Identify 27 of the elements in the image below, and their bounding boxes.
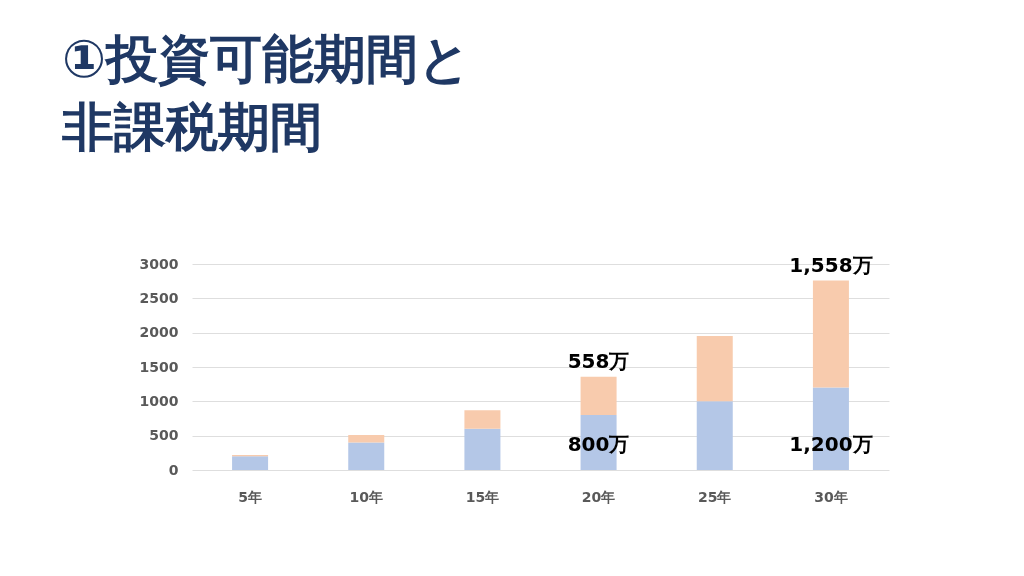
- x-tick-label: 20年: [581, 488, 616, 505]
- x-tick-label: 10年: [349, 488, 383, 505]
- chart-title: ①投資可能期間と非課税期間: [61, 28, 472, 157]
- bar: [348, 442, 385, 470]
- data-label: 1,200万: [789, 432, 873, 456]
- data-label: 800万: [567, 432, 630, 456]
- x-tick-label: 30年: [814, 488, 848, 505]
- y-tick-label: 1000: [139, 392, 179, 409]
- bar: [232, 456, 269, 470]
- x-tick-label: 25年: [698, 488, 732, 505]
- bar: [696, 401, 733, 470]
- y-tick-label: 500: [149, 427, 179, 444]
- bar: [464, 428, 501, 470]
- bar: [580, 376, 617, 416]
- y-tick-label: 1500: [139, 358, 179, 375]
- y-tick-label: 3000: [139, 255, 179, 272]
- bar: [348, 434, 385, 443]
- x-tick-label: 5年: [238, 488, 262, 505]
- data-label: 1,558万: [789, 252, 873, 277]
- data-label: 558万: [567, 348, 630, 373]
- y-tick-label: 2000: [139, 324, 179, 341]
- bar: [464, 410, 501, 429]
- x-tick-label: 15年: [465, 488, 500, 505]
- bar: [696, 336, 733, 402]
- y-tick-label: 0: [168, 461, 179, 478]
- y-tick-label: 2500: [139, 289, 179, 306]
- bar: [812, 280, 849, 388]
